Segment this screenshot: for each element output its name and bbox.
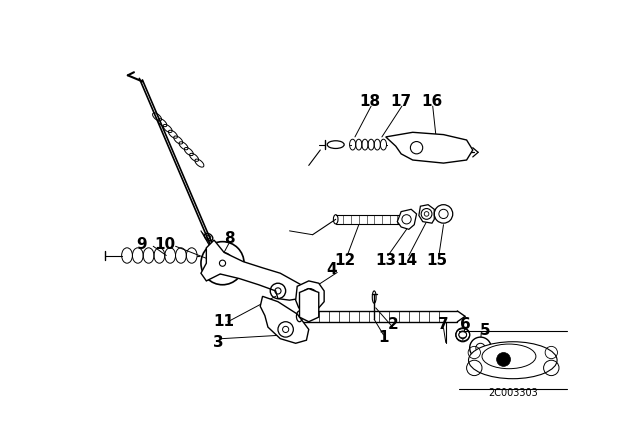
Polygon shape [300,289,319,322]
Ellipse shape [459,332,467,338]
Text: 10: 10 [154,237,175,252]
Text: 3: 3 [213,335,224,350]
Ellipse shape [456,329,470,341]
Text: 4: 4 [326,262,337,277]
Polygon shape [201,240,305,300]
Text: 8: 8 [224,231,235,246]
Text: 13: 13 [375,253,396,267]
Polygon shape [296,281,324,312]
Polygon shape [419,205,435,223]
Circle shape [220,260,225,266]
Circle shape [497,353,511,366]
Text: 6: 6 [460,317,470,332]
Polygon shape [386,132,473,163]
Text: 2C003303: 2C003303 [488,388,538,397]
Text: 7: 7 [438,317,449,332]
Text: 16: 16 [421,94,443,109]
Text: 11: 11 [214,314,234,329]
Text: 14: 14 [396,253,417,267]
Polygon shape [397,209,417,229]
Text: 1: 1 [378,330,388,345]
Polygon shape [260,296,308,343]
Text: 12: 12 [334,253,356,267]
Text: 18: 18 [360,94,381,109]
Ellipse shape [327,141,344,148]
Text: 15: 15 [427,253,448,267]
Ellipse shape [468,342,557,379]
Circle shape [470,337,492,359]
Text: 2: 2 [387,317,398,332]
Ellipse shape [482,344,536,369]
Text: 5: 5 [480,323,490,338]
Text: 17: 17 [390,94,412,109]
Text: 9: 9 [136,237,147,252]
